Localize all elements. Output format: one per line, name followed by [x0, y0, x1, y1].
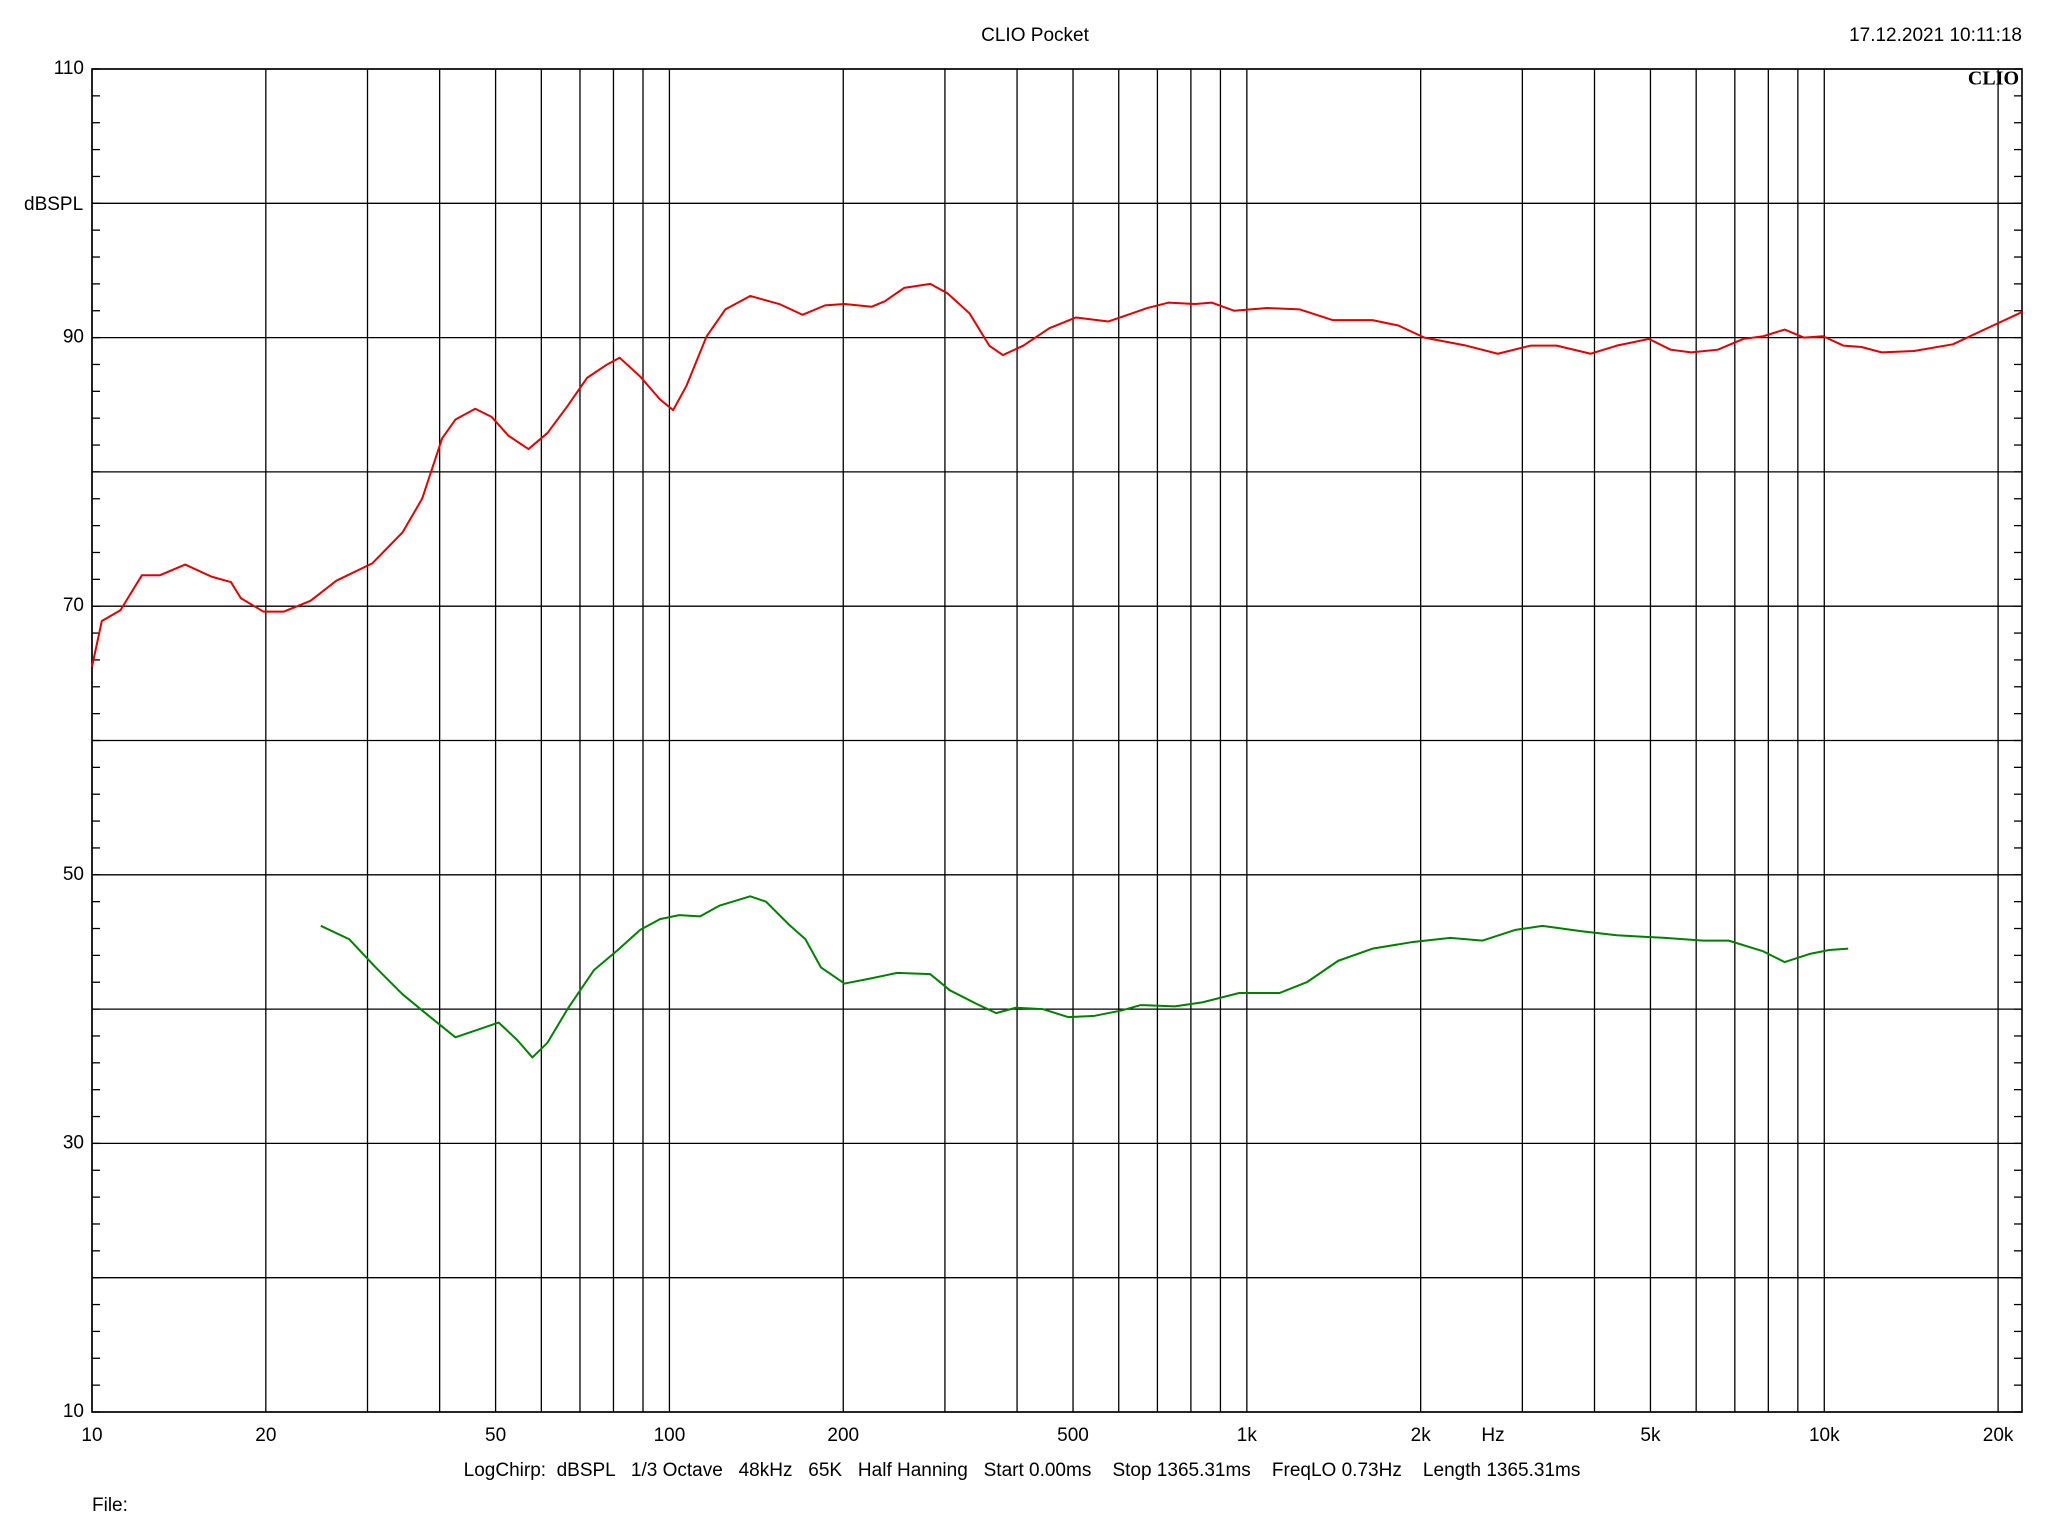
- x-tick-label: 10: [81, 1425, 102, 1446]
- timestamp: 17.12.2021 10:11:18: [1849, 25, 2022, 46]
- x-tick-label: 20: [255, 1425, 276, 1446]
- plot-area: 10 30 50 70 90 110 10 20 50 100 200 500 1k 2k 5k 10k 20k: [54, 58, 2023, 1446]
- y-tick-label: 90: [63, 327, 84, 348]
- x-tick-label: 20k: [1983, 1425, 2014, 1446]
- x-tick-label: 5k: [1640, 1425, 1661, 1446]
- x-tick-label: 10k: [1809, 1425, 1840, 1446]
- plot-frame: [91, 68, 2023, 1413]
- y-tick-label: 70: [63, 595, 84, 616]
- logo: CLIO: [1968, 68, 2019, 90]
- file-label: File:: [92, 1495, 128, 1516]
- data-line: [320, 895, 1849, 1059]
- x-tick-label: 500: [1057, 1425, 1089, 1446]
- y-tick-label: 10: [63, 1401, 84, 1422]
- data-line: [91, 282, 2023, 667]
- y-tick-label: 30: [63, 1132, 84, 1153]
- y-tick-label: 50: [63, 864, 84, 885]
- x-tick-label: 2k: [1411, 1425, 1432, 1446]
- x-tick-label: 100: [654, 1425, 686, 1446]
- x-axis-label: Hz: [1481, 1425, 1504, 1446]
- footer: LogChirp: dBSPL 1/3 Octave 48kHz 65K Hal…: [464, 1460, 1581, 1481]
- x-tick-label: 200: [827, 1425, 859, 1446]
- x-tick-label: 50: [485, 1425, 506, 1446]
- chart-title: CLIO Pocket: [981, 25, 1089, 46]
- y-axis-label: dBSPL: [24, 194, 83, 215]
- x-tick-label: 1k: [1237, 1425, 1258, 1446]
- y-tick-label: 110: [54, 58, 84, 79]
